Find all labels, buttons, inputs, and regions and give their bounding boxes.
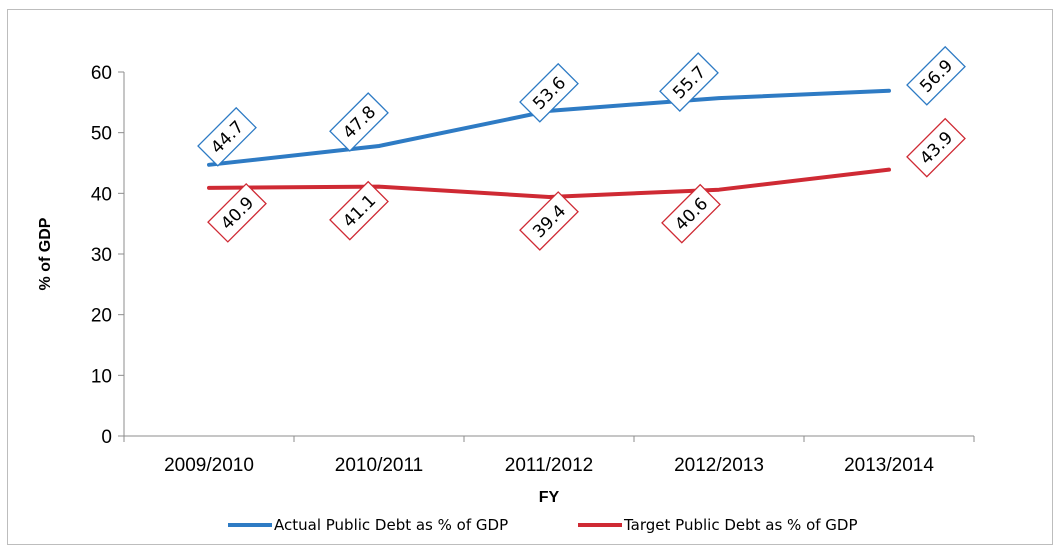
y-tick-label: 10 bbox=[91, 366, 112, 387]
x-tick-label: 2009/2010 bbox=[164, 455, 254, 476]
x-tick-label: 2010/2011 bbox=[335, 455, 423, 476]
legend-label: Actual Public Debt as % of GDP bbox=[274, 516, 508, 534]
data-label-box bbox=[519, 62, 579, 123]
y-tick-label: 30 bbox=[91, 245, 112, 266]
y-tick-label: 40 bbox=[91, 184, 112, 205]
data-labels: 44.7 47.853.6 55.7 56.940.9 41.1 39.4 40.643.9 bbox=[197, 45, 966, 251]
y-tick-label: 0 bbox=[101, 427, 112, 448]
legend-label: Target Public Debt as % of GDP bbox=[623, 516, 858, 534]
data-label: 43.9 bbox=[906, 117, 966, 178]
y-tick-label: 50 bbox=[91, 124, 112, 145]
y-tick-label: 20 bbox=[91, 306, 112, 327]
data-label-box bbox=[659, 52, 719, 112]
data-label: 56.9 bbox=[906, 45, 966, 106]
data-label-box bbox=[207, 182, 267, 243]
data-label-box bbox=[329, 92, 389, 152]
x-axis-title: FY bbox=[539, 489, 560, 506]
data-label-box bbox=[197, 106, 257, 167]
data-label: 44.7 bbox=[197, 106, 257, 167]
data-label: 40.9 bbox=[207, 182, 267, 243]
data-label-box bbox=[906, 45, 966, 106]
data-label: 53.6 bbox=[519, 62, 579, 123]
data-label-box bbox=[329, 180, 389, 241]
data-label-box bbox=[661, 183, 721, 244]
x-tick-label: 2013/2014 bbox=[844, 455, 934, 476]
y-axis-title: % of GDP bbox=[37, 217, 54, 290]
data-label: 41.1 bbox=[329, 180, 389, 241]
data-label: 39.4 bbox=[519, 191, 579, 251]
legend: Actual Public Debt as % of GDP Target Pub… bbox=[228, 516, 858, 534]
x-tick-label: 2012/2013 bbox=[674, 455, 764, 476]
data-label: 47.8 bbox=[329, 92, 389, 152]
chart-frame bbox=[7, 9, 1053, 545]
x-tick-label: 2011/2012 bbox=[505, 455, 593, 476]
y-tick-label: 60 bbox=[91, 63, 112, 84]
data-label-box bbox=[906, 117, 966, 178]
y-ticks: 0 10 20 30 40 50 60 bbox=[91, 63, 124, 448]
x-ticks: 2009/2010 2010/2011 2011/2012 2012/2013 2013… bbox=[123, 436, 975, 476]
series-line-target bbox=[207, 167, 891, 199]
data-label-box bbox=[519, 191, 579, 251]
